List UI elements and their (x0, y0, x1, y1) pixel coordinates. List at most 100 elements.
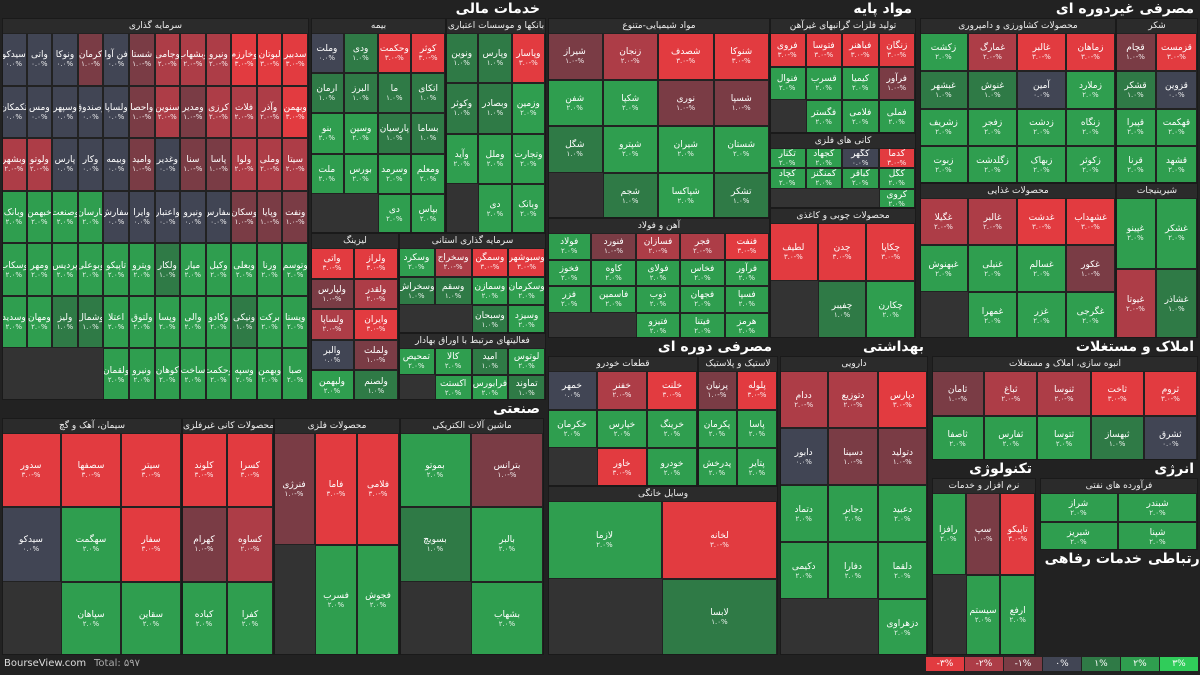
stock-tile[interactable]: پدرخش ۲.۰% (699, 448, 737, 485)
industry-block[interactable]: دارویی دپارس ۳.۰-% دتوزیع ۲.۰-% ددام ۲.۰-% دتول… (780, 356, 928, 655)
stock-tile[interactable]: فنوال ۲.۰% (771, 66, 806, 101)
industry-block[interactable]: نرم افزار و خدمات تاپیکو ۳.۰-% سپ ۱.۰-% رافزا… (932, 478, 1036, 655)
stock-tile[interactable]: وسبوشهر ۳.۰-% (508, 248, 545, 277)
industry-block[interactable]: مواد شیمیایی-متنوع شنوکا ۳.۰-% شصدف ۳.۰-% زنج… (548, 18, 770, 218)
stock-tile[interactable]: ومعلم ۲.۰% (411, 153, 445, 194)
stock-tile[interactable]: فجر ۲.۰-% (680, 233, 725, 260)
stock-tile[interactable]: کچاد ۲.۰% (771, 168, 806, 189)
stock-tile[interactable]: کباقر ۲.۰% (842, 168, 879, 189)
stock-tile[interactable]: سپ ۱.۰-% (965, 493, 1001, 575)
stock-tile[interactable]: کساوه ۲.۰-% (227, 507, 273, 582)
stock-tile[interactable]: ولصنم ۱.۰% (354, 370, 398, 399)
stock-tile[interactable]: غمهرا ۲.۰% (968, 292, 1017, 337)
stock-tile[interactable]: کوثر ۳.۰-% (411, 33, 445, 74)
stock-tile[interactable]: ونوکا ۰.۰% (52, 33, 78, 86)
stock-tile[interactable]: وسکان ۱.۰-% (231, 190, 257, 244)
stock-tile[interactable]: غنیلی ۲.۰% (968, 245, 1017, 292)
stock-tile[interactable]: ورنا ۲.۰% (256, 243, 283, 296)
stock-tile[interactable]: امید ۱.۰% (471, 348, 509, 375)
stock-tile[interactable]: شپنا ۲.۰% (1118, 522, 1197, 549)
stock-tile[interactable]: اتکای ۱.۰% (411, 73, 445, 114)
stock-tile[interactable]: وسقم ۱.۰% (434, 276, 472, 306)
stock-tile[interactable]: ثامان ۱.۰-% (933, 371, 985, 416)
industry-block[interactable]: وسایل خانگی لخانه ۳.۰-% لازما ۲.۰% لابسا ۱.۰% (548, 486, 778, 655)
stock-tile[interactable]: وبشهاب۲.۰-% (180, 33, 206, 86)
stock-tile[interactable]: برکت ۲.۰% (256, 295, 283, 349)
industry-block[interactable]: شکر قزمست ۳.۰-% قچام ۱.۰-% قزوین ۰.۰% قشکر ۱.۰% ق… (1116, 18, 1198, 183)
stock-tile[interactable]: فیتنا ۲.۰% (680, 312, 725, 337)
stock-tile[interactable]: لابسا ۱.۰% (662, 578, 777, 654)
sector-title[interactable]: خدمات رفاهی (1044, 551, 1142, 567)
stock-tile[interactable]: ولساپا ۲.۰-% (312, 309, 354, 340)
stock-tile[interactable]: زدشت ۲.۰% (1017, 108, 1066, 147)
industry-block[interactable]: محصولات کانی غیرفلزی کسرا ۳.۰-% کلوند ۳.۰-% ک… (182, 418, 274, 655)
stock-tile[interactable]: چکارن ۲.۰% (866, 281, 915, 337)
stock-tile[interactable]: فباهنر ۳.۰-% (842, 33, 879, 67)
stock-tile[interactable]: تکنار ۲.۰% (771, 148, 806, 169)
stock-tile[interactable]: شپترو ۲.۰% (602, 126, 658, 173)
stock-tile[interactable]: غبهنوش ۲.۰% (921, 245, 968, 292)
stock-tile[interactable]: پارسیان ۱.۰% (377, 113, 412, 154)
stock-tile[interactable]: ذوب ۲.۰% (635, 286, 681, 313)
stock-tile[interactable]: اکستت ۲.۰% (434, 374, 472, 399)
stock-tile[interactable]: شراز ۲.۰% (1041, 493, 1118, 522)
stock-tile[interactable]: کهرام ۱.۰-% (183, 507, 227, 582)
stock-tile[interactable]: زکوثر ۲.۰% (1066, 146, 1115, 182)
stock-tile[interactable]: خاور ۳.۰-% (597, 448, 647, 485)
stock-tile[interactable]: فتوسا ۳.۰-% (805, 33, 842, 67)
stock-tile[interactable]: فرآور ۲.۰% (724, 259, 769, 286)
stock-tile[interactable]: ولقدر ۲.۰-% (354, 278, 398, 310)
stock-tile[interactable]: ویستا ۲.۰% (282, 295, 308, 349)
stock-tile[interactable]: البرز ۱.۰% (343, 73, 378, 114)
stock-tile[interactable]: شستان ۲.۰% (713, 126, 769, 173)
stock-tile[interactable]: وسین ۲.۰% (343, 113, 378, 154)
stock-tile[interactable]: تاپیکو ۳.۰-% (1000, 493, 1035, 575)
stock-tile[interactable]: ونوین ۱.۰% (447, 33, 479, 84)
stock-tile[interactable]: خفنر ۲.۰-% (597, 371, 647, 410)
stock-tile[interactable]: قهکمت ۲.۰% (1156, 108, 1197, 147)
stock-tile[interactable]: وکوثر ۱.۰% (447, 83, 479, 134)
sector-title[interactable]: خدمات مالی (455, 1, 540, 17)
stock-tile[interactable]: شبریز ۲.۰% (1041, 522, 1118, 549)
industry-block[interactable]: سرمایه گذاری سدبیر ۳.۰-% لبوتان ۳.۰-% وخارزم ۳… (2, 18, 309, 400)
stock-tile[interactable]: بورس ۲.۰% (343, 153, 378, 194)
stock-tile[interactable]: وپایا ۱.۰-% (256, 190, 283, 244)
stock-tile[interactable]: غنوش ۱.۰% (968, 70, 1017, 109)
stock-tile[interactable]: ملت ۲.۰% (312, 153, 344, 194)
stock-tile[interactable]: شفن ۲.۰% (549, 79, 603, 126)
stock-tile[interactable]: وشمال ۱.۰% (77, 295, 104, 349)
stock-tile[interactable]: ددام ۲.۰-% (781, 371, 829, 428)
stock-tile[interactable]: لطیف ۳.۰-% (771, 223, 818, 281)
stock-tile[interactable]: ارفع ۲.۰% (1000, 574, 1035, 654)
stock-tile[interactable]: وسدید ۲.۰% (3, 295, 27, 349)
stock-tile[interactable]: ولبهمن ۲.۰% (312, 370, 354, 399)
stock-tile[interactable]: وخارزم ۳.۰-% (231, 33, 257, 86)
stock-tile[interactable]: دعبید ۲.۰% (877, 485, 927, 542)
stock-tile[interactable]: وملی ۲.۰-% (256, 138, 283, 191)
stock-tile[interactable]: ساخت ۲.۰% (180, 348, 206, 399)
stock-tile[interactable]: وآذر ۲.۰-% (256, 85, 283, 139)
stock-tile[interactable]: ولکار ۱.۰% (154, 243, 181, 296)
industry-block[interactable]: محصولات کشاورزی و دامپروری زماهان ۳.۰-% غال… (920, 18, 1116, 183)
stock-tile[interactable]: کجهاد ۲.۰% (805, 148, 842, 169)
stock-tile[interactable]: وامید ۱.۰-% (128, 138, 155, 191)
stock-tile[interactable]: واتی ۳.۰-% (312, 248, 354, 279)
stock-tile[interactable]: وبوعلی ۲.۰% (77, 243, 104, 296)
stock-tile[interactable]: زکشت ۲.۰% (921, 33, 968, 71)
industry-block[interactable]: فعالیتهای مرتبط با اوراق بهادار لوتوس ۲.۰%… (399, 333, 546, 400)
stock-tile[interactable]: قرنا ۲.۰% (1117, 146, 1156, 182)
stock-tile[interactable]: وکار ۰.۰% (77, 138, 104, 191)
sector-title[interactable]: تکنولوژی (969, 461, 1032, 477)
stock-tile[interactable]: وصنعت ۲.۰% (52, 190, 78, 244)
stock-tile[interactable]: وآید ۲.۰% (447, 133, 479, 184)
stock-tile[interactable]: ولقمان ۲.۰% (103, 348, 129, 399)
stock-tile[interactable]: ثاصفا ۲.۰% (933, 416, 985, 459)
stock-tile[interactable]: فخاس ۲.۰% (680, 259, 725, 286)
stock-tile[interactable]: وایرا ۰.۰% (128, 190, 155, 244)
stock-tile[interactable]: سصفها ۳.۰-% (61, 433, 121, 508)
stock-tile[interactable]: سیدکو ۰.۰% (3, 33, 27, 86)
stock-tile[interactable]: دابور ۰.۰% (781, 428, 829, 485)
stock-tile[interactable]: تشکر ۱.۰% (713, 172, 769, 217)
stock-tile[interactable]: شصدف ۳.۰-% (658, 33, 714, 80)
stock-tile[interactable]: والبر ۰.۰% (312, 339, 354, 371)
